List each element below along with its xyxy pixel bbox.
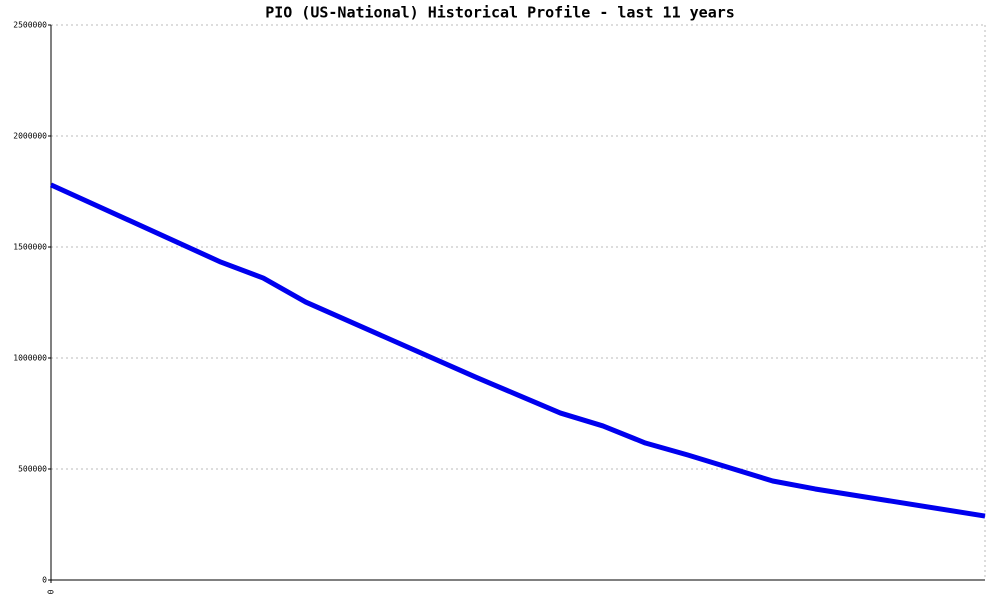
y-tick-label: 2000000 bbox=[13, 132, 47, 141]
y-tick-label: 1500000 bbox=[13, 243, 47, 252]
y-tick-label: 2500000 bbox=[13, 21, 47, 30]
line bbox=[49, 182, 986, 519]
x-tick-label: 0 bbox=[47, 589, 56, 594]
chart-title: PIO (US-National) Historical Profile - l… bbox=[265, 4, 735, 22]
y-tick-label: 1000000 bbox=[13, 354, 47, 363]
y-tick-label: 500000 bbox=[18, 465, 47, 474]
y-tick-label: 0 bbox=[42, 576, 47, 585]
